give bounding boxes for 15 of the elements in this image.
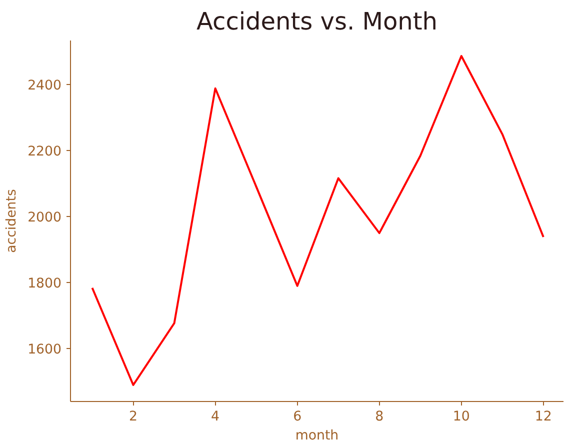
- y-axis-title: accidents: [4, 189, 20, 253]
- x-tick-label: 4: [211, 410, 220, 424]
- y-tick-label: 1600: [28, 342, 62, 358]
- x-tick-label: 10: [452, 410, 470, 424]
- x-tick-label: 6: [293, 410, 302, 424]
- x-tick-label: 2: [129, 410, 138, 424]
- line-series: [91, 55, 544, 386]
- x-axis-title: month: [295, 428, 339, 444]
- y-tick-label: 1800: [28, 276, 62, 292]
- y-tick-label: 2000: [28, 210, 62, 226]
- x-tick-label: 8: [375, 410, 384, 424]
- x-tick-label: 12: [534, 410, 552, 424]
- y-tick-label: 2400: [28, 78, 62, 94]
- y-tick-label: 2200: [28, 144, 62, 160]
- chart-title: Accidents vs. Month: [196, 8, 438, 36]
